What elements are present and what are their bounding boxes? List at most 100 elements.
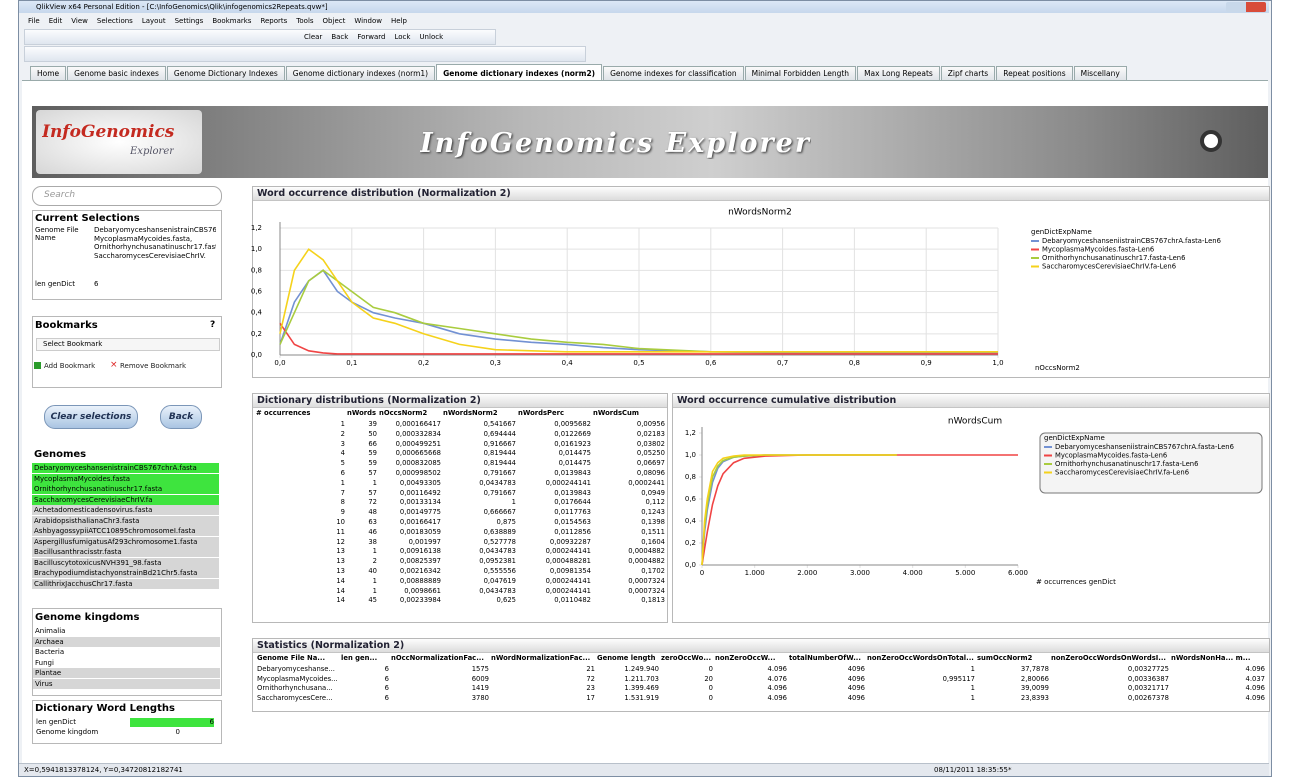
series-line bbox=[701, 454, 897, 566]
toolbar-button[interactable]: Back bbox=[331, 33, 349, 41]
cell: 0,00233984 bbox=[399, 596, 441, 605]
menu-item[interactable]: File bbox=[28, 17, 40, 25]
genome-item[interactable]: BacilluscytotoxicusNVH391_98.fasta bbox=[32, 557, 219, 569]
toolbar-button[interactable]: Forward bbox=[357, 33, 386, 41]
toolbar-button[interactable]: Unlock bbox=[419, 33, 444, 41]
column-header: nWordsPerc bbox=[518, 409, 564, 417]
cell: 40 bbox=[368, 567, 377, 575]
column-header: nOccNormalizationFac... bbox=[391, 654, 484, 662]
x-tick-label: 0,6 bbox=[705, 359, 717, 367]
button[interactable]: Clear selections bbox=[44, 405, 138, 429]
cell: 0,05250 bbox=[636, 449, 665, 458]
kingdom-item[interactable]: Virus bbox=[33, 678, 220, 689]
panel-caption: Dictionary distributions (Normalization … bbox=[253, 394, 667, 408]
tab[interactable]: Home bbox=[30, 66, 67, 80]
tab[interactable]: Genome dictionary indexes (norm2) bbox=[436, 64, 603, 80]
add-bookmark[interactable]: Add Bookmark bbox=[44, 362, 96, 370]
menu-item[interactable]: View bbox=[71, 17, 88, 25]
legend-label: MycoplasmaMycoides.fasta-Len6 bbox=[1042, 246, 1154, 254]
cell: 0,791667 bbox=[483, 488, 516, 497]
menu-item[interactable]: Reports bbox=[260, 17, 288, 25]
tab[interactable]: Genome dictionary indexes (norm1) bbox=[285, 66, 436, 80]
column-header: nWordsNorm2 bbox=[443, 409, 498, 417]
tab[interactable]: Max Long Repeats bbox=[857, 66, 940, 80]
selection-field: len genDict bbox=[35, 280, 76, 288]
window-controls[interactable] bbox=[1226, 2, 1266, 12]
search-box[interactable] bbox=[32, 186, 222, 206]
legend-label: MycoplasmaMycoides.fasta-Len6 bbox=[1055, 452, 1167, 460]
menu-item[interactable]: Settings bbox=[174, 17, 204, 25]
cell: 0,625 bbox=[496, 596, 516, 605]
genome-item[interactable]: AspergillusfumigatusAf293chromosome1.fas… bbox=[32, 536, 219, 548]
menu-item[interactable]: Edit bbox=[48, 17, 63, 25]
toolbar-button[interactable]: Clear bbox=[304, 33, 323, 41]
menu-item[interactable]: Bookmarks bbox=[212, 17, 252, 25]
menu-item[interactable]: Help bbox=[390, 17, 407, 25]
tab[interactable]: Genome indexes for classification bbox=[603, 66, 744, 80]
kingdom-item[interactable]: Fungi bbox=[33, 657, 220, 668]
genome-item[interactable]: DebaryomyceshansenistrainCBS767chrA.fast… bbox=[32, 463, 219, 474]
cell: 0,00183059 bbox=[399, 527, 441, 536]
cell: 0,0434783 bbox=[479, 478, 516, 487]
cell: 1 bbox=[372, 547, 377, 556]
cell: 0,001997 bbox=[408, 537, 441, 546]
menu-item[interactable]: Selections bbox=[96, 17, 133, 25]
tab[interactable]: Miscellany bbox=[1073, 66, 1127, 80]
genome-item[interactable]: SaccharomycesCerevisiaeChrIV.fa bbox=[32, 494, 219, 506]
cell: 1.211.703 bbox=[624, 674, 659, 683]
cell: 0,1243 bbox=[641, 508, 665, 517]
tab[interactable]: Repeat positions bbox=[996, 66, 1073, 80]
genome-item[interactable]: CallithrixJacchusChr17.fasta bbox=[32, 578, 219, 590]
logo-sub: Explorer bbox=[130, 146, 175, 157]
button[interactable]: Back bbox=[160, 405, 202, 429]
tab[interactable]: Genome Dictionary Indexes bbox=[166, 66, 285, 80]
genome-item[interactable]: BrachypodiumdistachyonstrainBd21Chr5.fas… bbox=[32, 568, 219, 579]
x-tick-label: 0,5 bbox=[633, 359, 644, 367]
menu-item[interactable]: Layout bbox=[141, 17, 166, 25]
tab-row: Home Genome basic indexes Genome Dictionar… bbox=[30, 62, 1128, 80]
cell: 14 bbox=[336, 596, 345, 605]
genome-item[interactable]: AshbyagossypiiATCC10895chromosomeI.fasta bbox=[32, 526, 219, 537]
kingdom-item[interactable]: Animalia bbox=[33, 626, 220, 636]
legend-label: DebaryomyceshanseniistrainCBS767chrA.fas… bbox=[1042, 237, 1221, 245]
bookmark-select[interactable]: Select Bookmark bbox=[36, 338, 220, 351]
menu-item[interactable]: Window bbox=[354, 17, 382, 25]
toolbar-strip-2 bbox=[24, 46, 586, 62]
cell: 0 bbox=[708, 665, 713, 673]
chart-panel-2: Word occurrence cumulative distribution bbox=[672, 393, 1270, 623]
cell: 72 bbox=[368, 498, 377, 507]
tab[interactable]: Minimal Forbidden Length bbox=[744, 66, 857, 80]
tab[interactable]: Genome basic indexes bbox=[67, 66, 166, 80]
cell: 0,000488281 bbox=[545, 557, 591, 566]
menu-item[interactable]: Tools bbox=[296, 17, 314, 25]
kingdom-item[interactable]: Archaea bbox=[33, 636, 220, 647]
status-bar bbox=[19, 763, 1269, 776]
genome-item[interactable]: Achetadomesticadensovirus.fasta bbox=[32, 505, 219, 516]
kingdom-item[interactable]: Bacteria bbox=[33, 647, 220, 657]
cell: 0,0949 bbox=[641, 488, 665, 497]
genome-item[interactable]: Ornithorhynchusanatinuschr17.fasta bbox=[32, 484, 219, 495]
genome-item[interactable]: ArabidopsisthalianaChr3.fasta bbox=[32, 515, 219, 527]
genome-item[interactable]: MycoplasmaMycoides.fasta bbox=[32, 473, 219, 485]
cell: 23 bbox=[586, 684, 595, 692]
cell: 0,1398 bbox=[641, 518, 665, 526]
x-axis-label: # occurrences genDict bbox=[1036, 578, 1116, 586]
cell: 0,00888889 bbox=[399, 576, 441, 585]
toolbar-button[interactable]: Lock bbox=[394, 33, 411, 41]
x-tick-label: 0,2 bbox=[418, 359, 429, 367]
cell: 4.096 bbox=[1245, 684, 1265, 692]
remove-bookmark[interactable]: Remove Bookmark bbox=[120, 362, 187, 370]
y-tick-label: 0,8 bbox=[251, 266, 262, 274]
cell: 23,8393 bbox=[1020, 693, 1049, 702]
genome-item[interactable]: Bacillusanthracisstr.fasta bbox=[32, 547, 219, 558]
column-header: nonZeroOccWordsOnTotal... bbox=[867, 654, 974, 662]
cell: 0,791667 bbox=[483, 469, 516, 477]
column-header: nWords bbox=[347, 409, 377, 417]
menu-item[interactable]: Object bbox=[322, 17, 346, 25]
cell: 4096 bbox=[847, 665, 865, 673]
cell: 0,916667 bbox=[483, 439, 516, 448]
tab[interactable]: Zipf charts bbox=[940, 66, 996, 80]
column-header: nonZeroOccW... bbox=[715, 654, 776, 662]
cell: 0,00932287 bbox=[549, 537, 591, 546]
kingdom-item[interactable]: Plantae bbox=[33, 668, 220, 678]
